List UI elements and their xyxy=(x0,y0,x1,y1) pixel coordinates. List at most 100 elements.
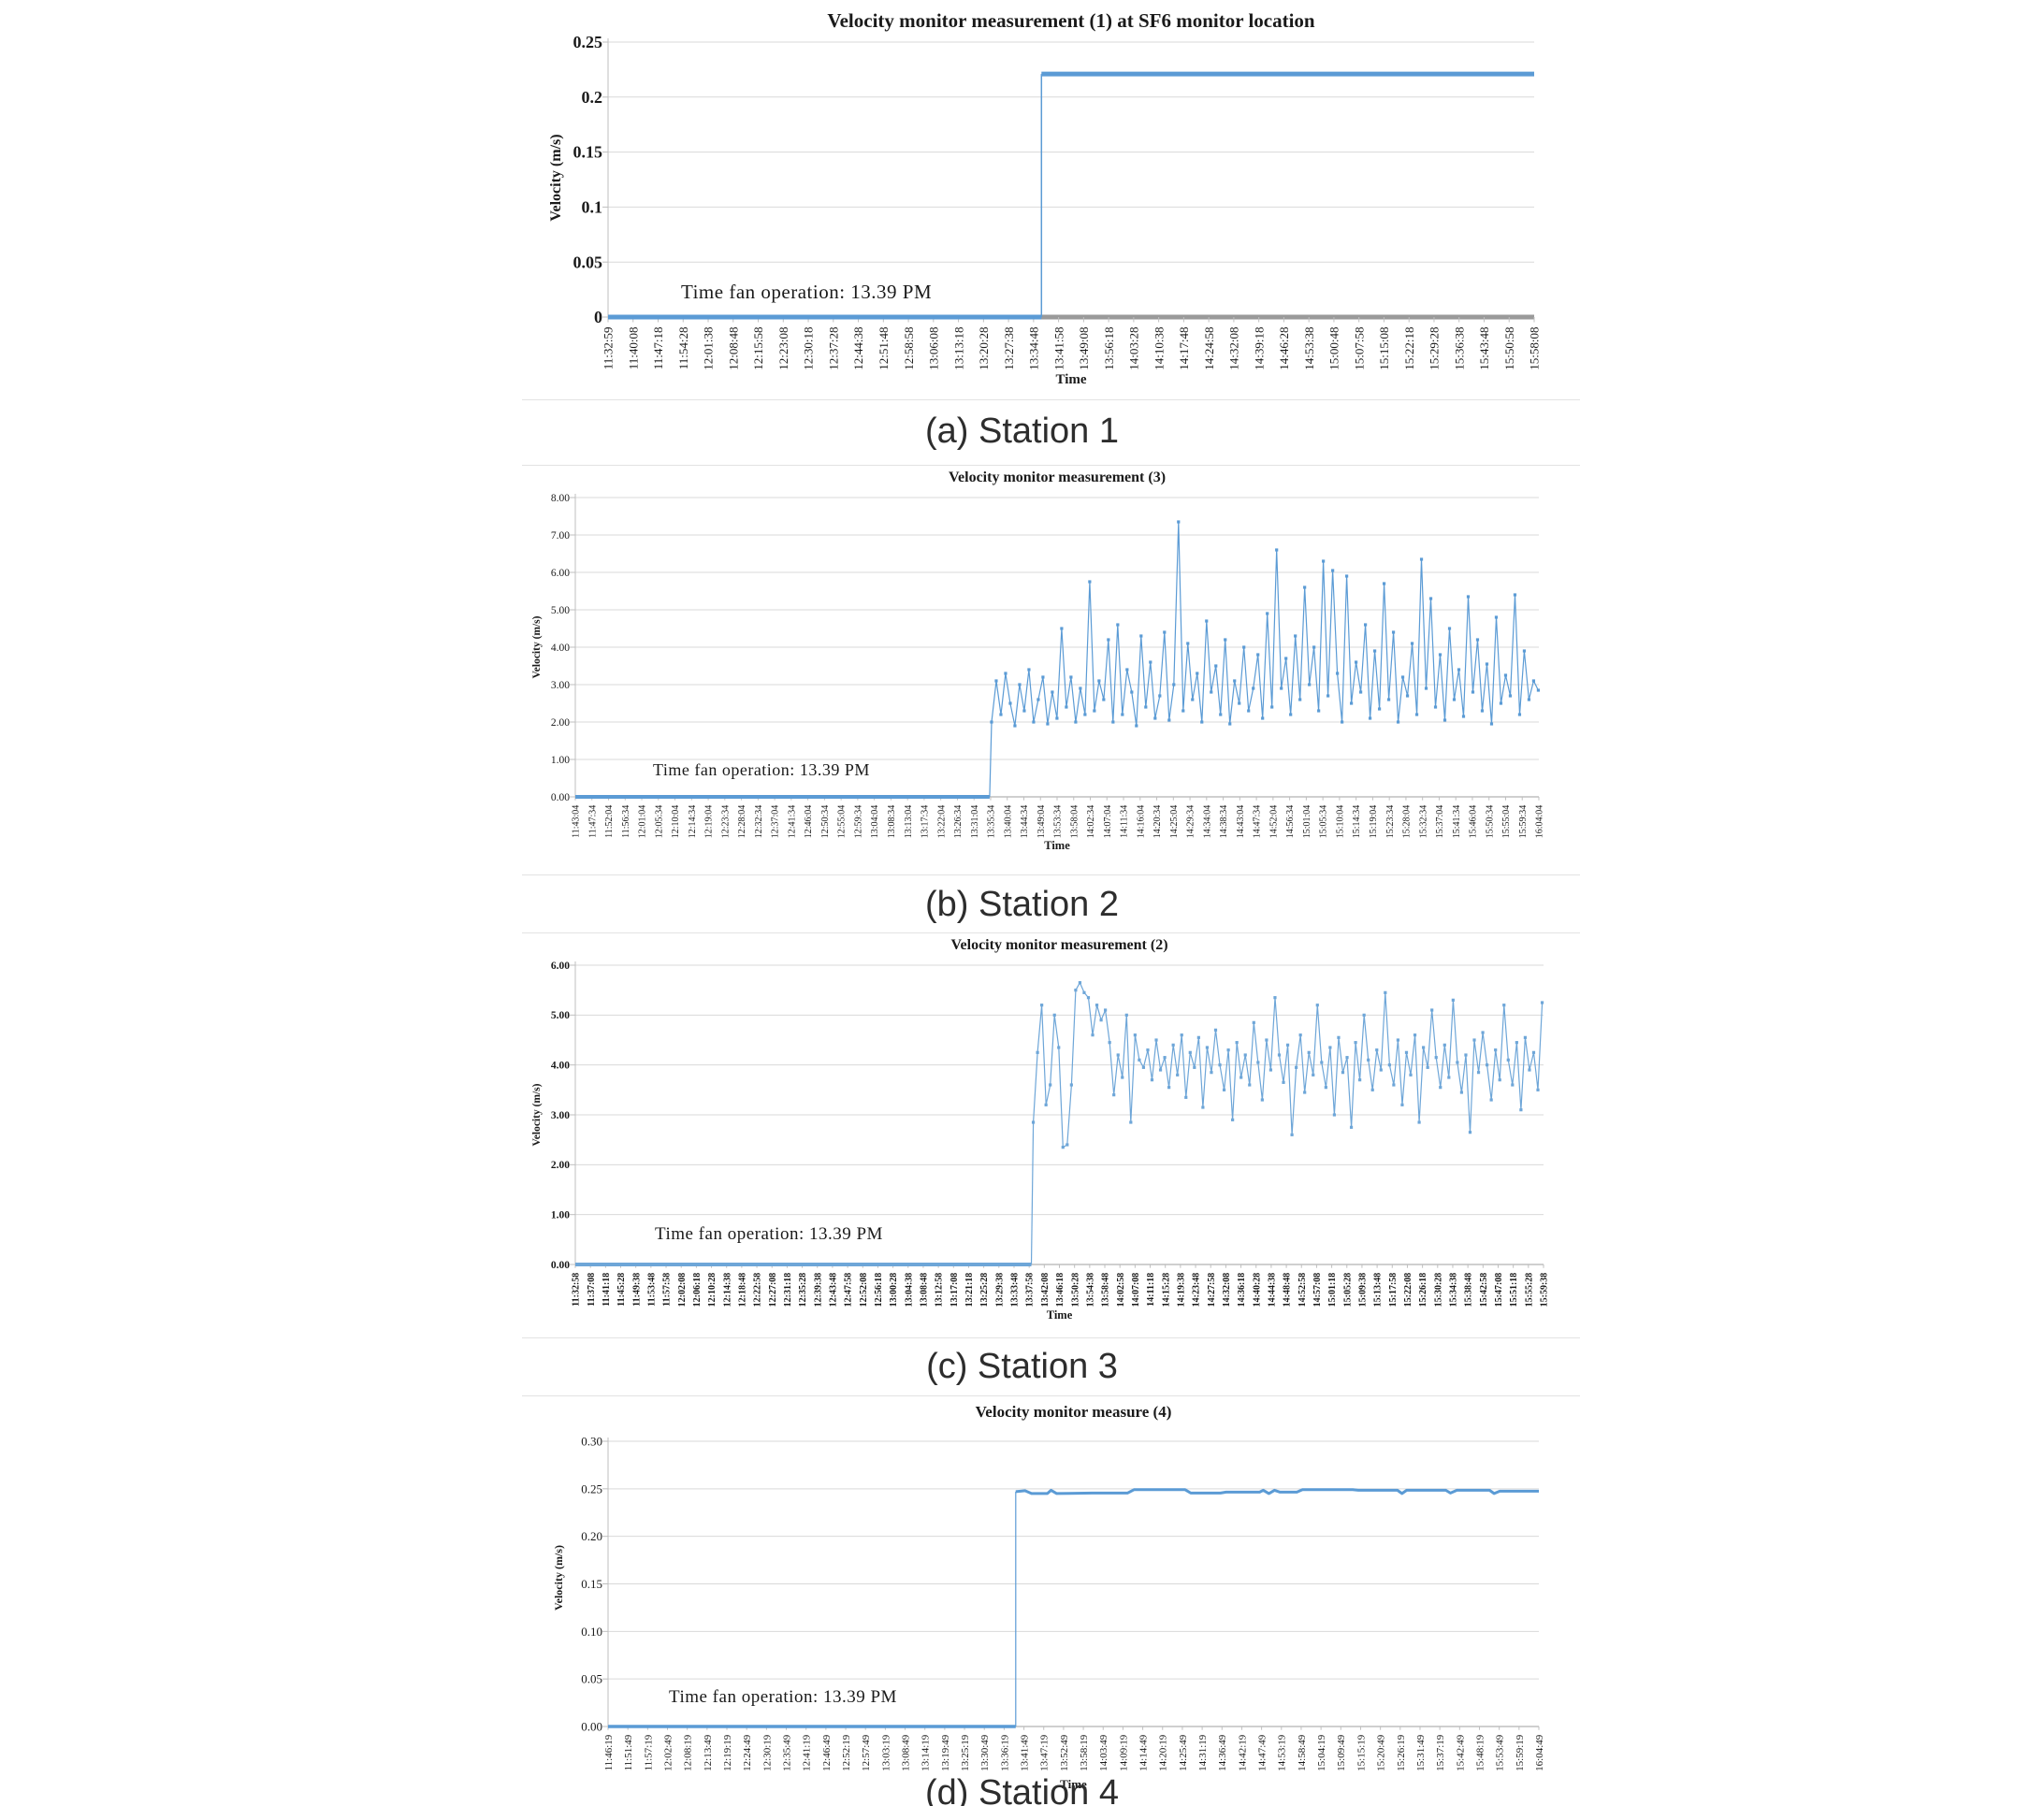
series-line xyxy=(989,721,993,798)
data-point-marker xyxy=(1480,709,1485,713)
x-tick-label: 14:29:34 xyxy=(1186,805,1196,839)
data-point-marker xyxy=(1519,1108,1523,1112)
chart-title: Velocity monitor measurement (3) xyxy=(948,470,1167,485)
x-tick-label: 12:22:58 xyxy=(753,1273,763,1308)
data-point-marker xyxy=(1112,1093,1116,1097)
data-point-marker xyxy=(1499,701,1503,705)
data-point-marker xyxy=(1345,1056,1349,1060)
x-tick-label: 13:08:34 xyxy=(887,805,897,839)
x-tick-label: 12:37:04 xyxy=(771,805,781,839)
data-point-marker xyxy=(994,679,998,683)
data-point-marker xyxy=(1400,1103,1404,1106)
x-tick-label: 14:19:38 xyxy=(1176,1273,1186,1308)
x-tick-label: 13:34:48 xyxy=(1027,327,1041,370)
x-tick-label: 15:41:34 xyxy=(1452,805,1462,839)
separator-line xyxy=(522,932,1580,933)
data-point-marker xyxy=(1210,690,1213,694)
data-point-marker xyxy=(1417,1120,1421,1124)
x-tick-label: 14:20:19 xyxy=(1158,1734,1169,1771)
data-point-marker xyxy=(1457,668,1461,672)
data-point-marker xyxy=(1498,1078,1501,1082)
x-tick-label: 15:26:19 xyxy=(1396,1734,1407,1771)
x-tick-label: 12:18:48 xyxy=(737,1273,747,1308)
x-tick-label: 15:34:38 xyxy=(1449,1273,1459,1308)
data-point-marker xyxy=(1320,1061,1324,1064)
data-point-marker xyxy=(1111,720,1115,724)
y-tick-label: 5.00 xyxy=(551,605,570,616)
data-point-marker xyxy=(1523,1035,1528,1039)
data-point-marker xyxy=(1150,1078,1154,1082)
x-tick-label: 13:20:28 xyxy=(977,327,991,370)
data-point-marker xyxy=(1260,1098,1264,1102)
data-point-marker xyxy=(1289,713,1293,716)
data-point-marker xyxy=(1268,1068,1273,1072)
data-point-marker xyxy=(1121,713,1124,716)
data-point-marker xyxy=(1531,679,1536,683)
x-tick-label: 14:07:04 xyxy=(1103,805,1113,839)
x-tick-label: 15:36:38 xyxy=(1452,326,1466,369)
data-point-marker xyxy=(1290,1133,1294,1136)
data-point-marker xyxy=(1144,705,1148,709)
data-point-marker xyxy=(1243,1053,1247,1057)
data-point-marker xyxy=(1248,1083,1252,1087)
data-point-marker xyxy=(1125,668,1129,672)
x-tick-label: 12:24:49 xyxy=(742,1734,753,1771)
data-point-marker xyxy=(1004,672,1008,675)
data-point-marker xyxy=(1364,623,1368,627)
data-point-marker xyxy=(1181,709,1185,713)
data-point-marker xyxy=(1129,1120,1133,1124)
data-point-marker xyxy=(1494,1048,1498,1052)
y-tick-label: 0.00 xyxy=(551,792,570,803)
data-point-marker xyxy=(1336,672,1340,675)
data-point-marker xyxy=(1108,1041,1111,1045)
fan-operation-annotation: Time fan operation: 13.39 PM xyxy=(655,1224,883,1244)
x-tick-label: 15:43:48 xyxy=(1477,327,1491,370)
data-point-marker xyxy=(1536,1088,1540,1091)
x-tick-label: 13:37:58 xyxy=(1025,1273,1036,1308)
x-tick-label: 15:04:19 xyxy=(1316,1734,1327,1771)
data-point-marker xyxy=(1036,698,1040,701)
x-tick-label: 15:46:04 xyxy=(1469,805,1479,839)
x-tick-label: 11:32:59 xyxy=(602,327,616,370)
data-point-marker xyxy=(1517,713,1522,716)
data-point-marker xyxy=(1163,1056,1167,1060)
caption-station-1: (a) Station 1 xyxy=(925,412,1119,451)
data-point-marker xyxy=(1116,623,1120,627)
x-tick-label: 15:22:18 xyxy=(1402,327,1416,370)
x-tick-label: 13:58:04 xyxy=(1069,805,1080,839)
data-point-marker xyxy=(1372,649,1377,653)
data-point-marker xyxy=(1176,1073,1180,1076)
x-tick-label: 11:51:49 xyxy=(623,1734,634,1770)
data-point-marker xyxy=(1419,557,1424,561)
data-point-marker xyxy=(1031,1120,1036,1124)
y-tick-label: 6.00 xyxy=(551,568,570,579)
x-tick-label: 13:00:28 xyxy=(889,1273,899,1308)
x-tick-label: 14:14:49 xyxy=(1138,1734,1150,1771)
x-tick-label: 15:32:34 xyxy=(1418,805,1428,839)
data-point-marker xyxy=(1018,683,1022,686)
data-point-marker xyxy=(1180,1033,1183,1037)
x-tick-label: 12:46:04 xyxy=(804,805,814,839)
x-tick-label: 15:42:58 xyxy=(1479,1273,1489,1308)
x-tick-label: 12:32:34 xyxy=(754,805,764,839)
x-tick-label: 12:55:04 xyxy=(837,805,848,839)
data-point-marker xyxy=(1471,690,1475,694)
data-point-marker xyxy=(1046,722,1050,726)
x-tick-label: 13:12:58 xyxy=(935,1273,945,1308)
y-tick-label: 0.30 xyxy=(581,1434,602,1448)
data-point-marker xyxy=(1247,709,1251,713)
x-tick-label: 11:49:38 xyxy=(631,1273,642,1307)
x-tick-label: 13:17:08 xyxy=(950,1273,960,1308)
y-tick-label: 0.2 xyxy=(582,88,603,107)
data-point-marker xyxy=(1439,1086,1442,1090)
separator-line xyxy=(522,465,1580,466)
y-tick-label: 0.00 xyxy=(581,1719,602,1733)
x-tick-label: 14:56:34 xyxy=(1285,805,1296,839)
data-point-marker xyxy=(1065,1143,1069,1147)
data-point-marker xyxy=(1349,1125,1354,1129)
x-tick-label: 13:08:48 xyxy=(920,1273,930,1308)
x-tick-label: 14:23:48 xyxy=(1192,1273,1202,1308)
y-tick-label: 2.00 xyxy=(551,1160,570,1171)
x-tick-label: 12:10:28 xyxy=(707,1273,718,1308)
data-point-marker xyxy=(1086,996,1091,1000)
